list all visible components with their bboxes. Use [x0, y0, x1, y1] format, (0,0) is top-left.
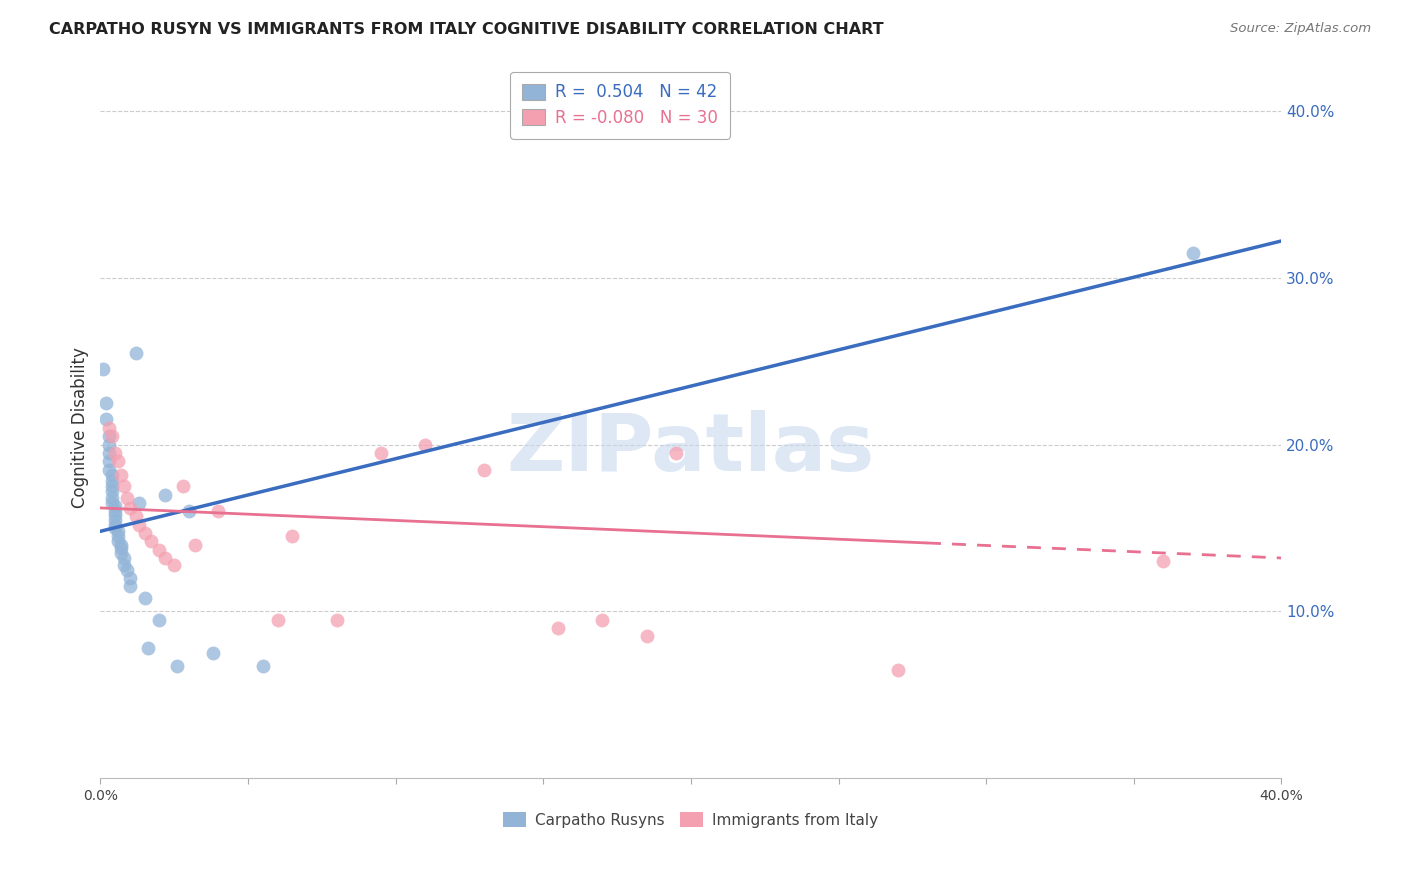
Point [201, 646, 224, 660]
Point [101, 491, 124, 505]
Point [101, 484, 124, 499]
Point [104, 446, 127, 460]
Point [107, 524, 129, 539]
Point [107, 529, 129, 543]
Point [172, 479, 194, 493]
Point [101, 429, 124, 443]
Point [101, 479, 124, 493]
Point [128, 517, 150, 532]
Point [177, 504, 200, 518]
Point [101, 474, 124, 488]
Point [134, 591, 156, 605]
Point [98, 446, 121, 460]
Point [104, 517, 127, 532]
Point [547, 621, 569, 635]
Point [134, 525, 156, 540]
Point [166, 659, 188, 673]
Point [104, 504, 127, 518]
Y-axis label: Cognitive Disability: Cognitive Disability [72, 347, 89, 508]
Point [96, 412, 118, 426]
Point [155, 551, 177, 566]
Point [118, 500, 141, 515]
Point [148, 613, 170, 627]
Point [163, 558, 186, 572]
Point [665, 446, 688, 460]
Point [112, 558, 135, 572]
Point [98, 421, 121, 435]
Point [104, 508, 127, 522]
Point [110, 546, 132, 560]
Point [112, 479, 135, 493]
Point [104, 513, 127, 527]
Point [91, 362, 114, 376]
Point [139, 534, 162, 549]
Point [112, 551, 135, 566]
Point [370, 446, 392, 460]
Point [104, 500, 127, 514]
Point [155, 487, 177, 501]
Point [125, 509, 148, 524]
Point [98, 462, 121, 476]
Point [101, 496, 124, 510]
Point [281, 529, 304, 543]
Point [472, 462, 495, 476]
Point [128, 496, 150, 510]
Point [266, 613, 288, 627]
Point [98, 454, 121, 468]
Point [101, 467, 124, 482]
Text: ZIPatlas: ZIPatlas [506, 409, 875, 488]
Point [118, 571, 141, 585]
Point [136, 641, 159, 656]
Point [110, 467, 132, 482]
Point [325, 613, 347, 627]
Point [148, 542, 170, 557]
Point [184, 538, 207, 552]
Point [1181, 245, 1204, 260]
Point [98, 429, 121, 443]
Point [207, 504, 229, 518]
Point [96, 396, 118, 410]
Point [115, 563, 138, 577]
Point [107, 534, 129, 549]
Point [118, 579, 141, 593]
Point [110, 538, 132, 552]
Point [98, 437, 121, 451]
Point [591, 613, 613, 627]
Point [886, 663, 908, 677]
Text: CARPATHO RUSYN VS IMMIGRANTS FROM ITALY COGNITIVE DISABILITY CORRELATION CHART: CARPATHO RUSYN VS IMMIGRANTS FROM ITALY … [49, 22, 884, 37]
Text: Source: ZipAtlas.com: Source: ZipAtlas.com [1230, 22, 1371, 36]
Point [636, 629, 658, 643]
Point [115, 491, 138, 505]
Point [1152, 554, 1174, 568]
Point [104, 521, 127, 535]
Legend: Carpatho Rusyns, Immigrants from Italy: Carpatho Rusyns, Immigrants from Italy [498, 805, 884, 834]
Point [107, 454, 129, 468]
Point [110, 541, 132, 555]
Point [252, 659, 274, 673]
Point [413, 437, 436, 451]
Point [125, 345, 148, 359]
